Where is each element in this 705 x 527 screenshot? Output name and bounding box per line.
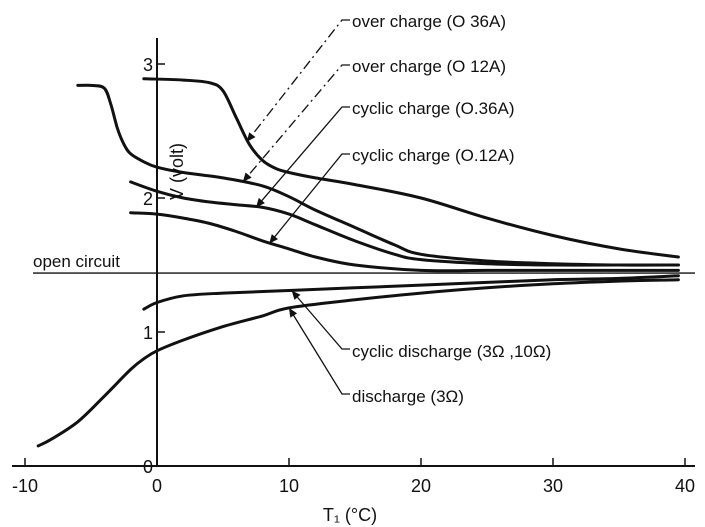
- series-line-1: [142, 77, 680, 259]
- annotation-arrowhead-4: [269, 234, 278, 244]
- y-tick-label: 1: [143, 323, 153, 343]
- series-line-4: [129, 211, 680, 273]
- series-line-2: [76, 83, 680, 267]
- series-line-6: [36, 278, 680, 448]
- annotation-leader-2: [242, 64, 350, 183]
- reference-line-group: open circuit: [33, 252, 695, 274]
- x-tick-label: 20: [411, 476, 431, 496]
- annotation-label-2: over charge (O 12A): [352, 57, 506, 76]
- axis-titles-group: V (volt) T₁ (°C): [167, 143, 377, 525]
- leader-lines-group: [242, 19, 350, 395]
- y-axis-label: V (volt): [167, 143, 187, 200]
- curves-group: [36, 77, 680, 448]
- series-line-3: [129, 180, 680, 267]
- annotation-label-1: over charge (O 36A): [352, 12, 506, 31]
- annotation-label-5: cyclic discharge (3Ω ,10Ω): [352, 342, 551, 361]
- annotation-leader-5: [291, 290, 350, 350]
- annotation-arrowhead-5: [291, 290, 301, 300]
- open-circuit-label: open circuit: [33, 252, 120, 271]
- x-tick-label: 40: [675, 476, 695, 496]
- y-tick-label: 3: [143, 55, 153, 75]
- annotation-arrowhead-1: [246, 132, 256, 142]
- annotation-leader-6: [288, 307, 350, 395]
- annotation-arrowhead-6: [289, 307, 298, 318]
- annotation-leader-1: [246, 19, 350, 143]
- x-axis-label: T₁ (°C): [323, 505, 377, 525]
- x-tick-label: 10: [279, 476, 299, 496]
- annotation-label-6: discharge (3Ω): [352, 387, 464, 406]
- annotation-leader-4: [268, 153, 350, 245]
- annotation-label-3: cyclic charge (O.36A): [352, 99, 515, 118]
- annotation-arrowhead-3: [256, 197, 265, 208]
- annotation-arrowhead-2: [242, 172, 252, 182]
- tick-labels-group: -10 0 10 20 30 40 0 1 2 3: [12, 55, 695, 496]
- annotation-label-4: cyclic charge (O.12A): [352, 146, 515, 165]
- y-tick-label: 2: [143, 189, 153, 209]
- annotation-leader-3: [255, 106, 350, 208]
- x-tick-label: 0: [152, 476, 162, 496]
- y-tick-label: 0: [143, 457, 153, 477]
- x-tick-label: 30: [543, 476, 563, 496]
- x-tick-label: -10: [12, 476, 38, 496]
- series-line-5: [142, 274, 680, 311]
- axes-group: [12, 38, 695, 467]
- annotations-group: over charge (O 36A) over charge (O 12A) cy…: [352, 12, 551, 406]
